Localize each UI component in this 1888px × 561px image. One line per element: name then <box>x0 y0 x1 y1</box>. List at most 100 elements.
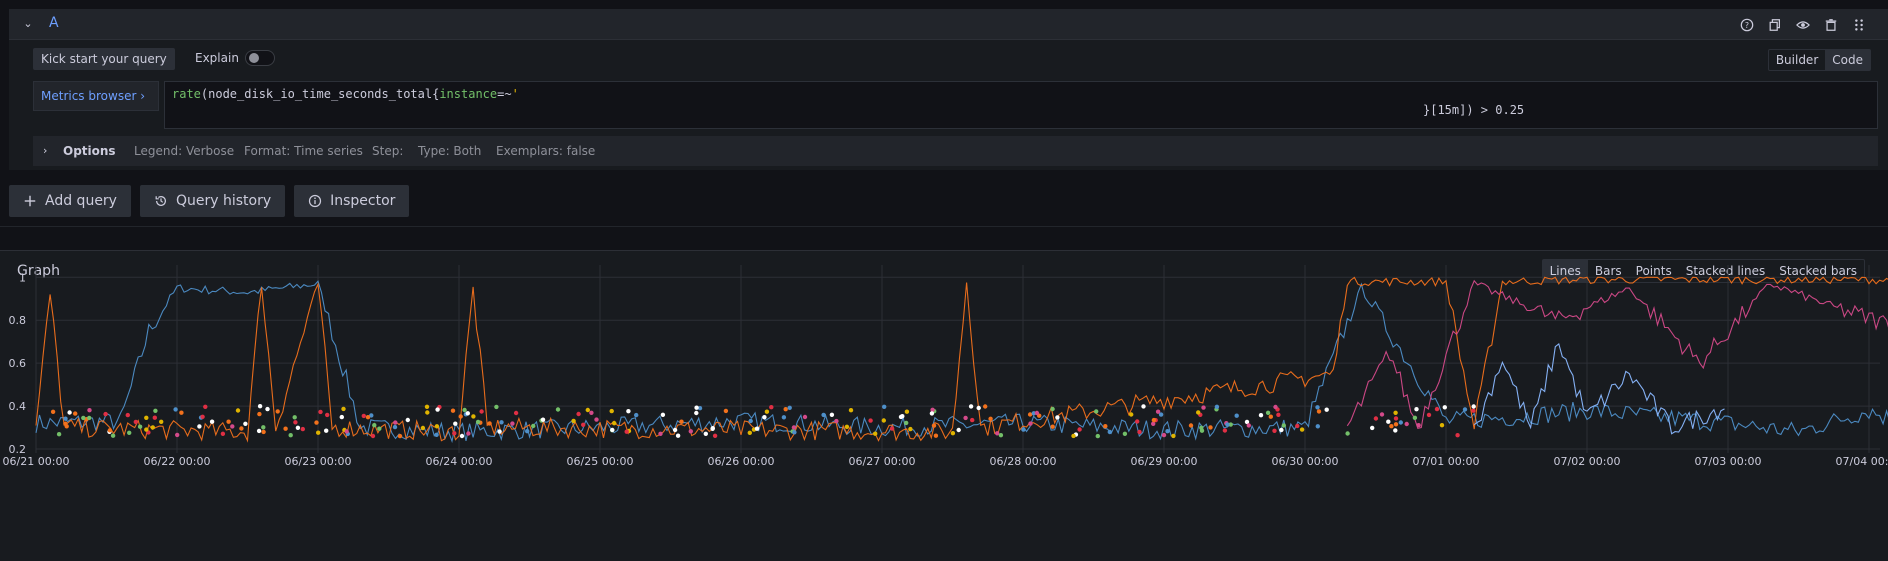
exemplar-point[interactable] <box>1107 429 1113 435</box>
exemplar-point[interactable] <box>235 408 241 413</box>
exemplar-point[interactable] <box>1050 424 1055 429</box>
help-icon[interactable]: ? <box>1738 16 1756 34</box>
exemplar-point[interactable] <box>314 420 319 425</box>
exemplar-point[interactable] <box>152 415 157 420</box>
trash-icon[interactable] <box>1822 16 1840 34</box>
exemplar-point[interactable] <box>203 404 208 409</box>
exemplar-point[interactable] <box>393 420 398 425</box>
exemplar-point[interactable] <box>1225 422 1230 427</box>
exemplar-point[interactable] <box>988 416 993 421</box>
exemplar-point[interactable] <box>153 408 158 413</box>
exemplar-point[interactable] <box>1122 431 1128 436</box>
exemplar-point[interactable] <box>998 433 1004 438</box>
exemplar-point[interactable] <box>50 409 56 414</box>
exemplar-point[interactable] <box>904 409 910 414</box>
exemplar-point[interactable] <box>1228 422 1233 427</box>
exemplar-point[interactable] <box>499 420 504 425</box>
query-name[interactable]: A <box>49 15 59 31</box>
graph-type-stacked-lines[interactable]: Stacked lines <box>1685 264 1766 278</box>
exemplar-point[interactable] <box>1077 427 1082 432</box>
exemplar-point[interactable] <box>300 426 305 432</box>
exemplar-point[interactable] <box>612 421 617 426</box>
exemplar-point[interactable] <box>63 421 68 426</box>
exemplar-point[interactable] <box>950 431 956 436</box>
kick-start-button[interactable]: Kick start your query <box>33 48 175 70</box>
exemplar-point[interactable] <box>1273 404 1278 410</box>
exemplar-point[interactable] <box>377 426 382 431</box>
exemplar-point[interactable] <box>672 427 678 433</box>
exemplar-point[interactable] <box>585 407 590 413</box>
exemplar-point[interactable] <box>87 408 92 413</box>
exemplar-point[interactable] <box>283 426 288 431</box>
exemplar-point[interactable] <box>220 431 226 436</box>
exemplar-point[interactable] <box>434 424 440 429</box>
graph-type-bars[interactable]: Bars <box>1594 264 1622 278</box>
exemplar-point[interactable] <box>173 407 178 412</box>
exemplar-point[interactable] <box>968 404 974 409</box>
exemplar-point[interactable] <box>510 421 515 426</box>
exemplar-point[interactable] <box>1021 427 1026 432</box>
exemplar-point[interactable] <box>256 428 262 434</box>
exemplar-point[interactable] <box>103 411 108 417</box>
exemplar-point[interactable] <box>976 405 981 411</box>
exemplar-point[interactable] <box>1208 425 1213 430</box>
exemplar-point[interactable] <box>494 404 499 410</box>
exemplar-point[interactable] <box>137 424 143 429</box>
exemplar-point[interactable] <box>929 411 935 416</box>
exemplar-point[interactable] <box>1272 428 1277 433</box>
exemplar-point[interactable] <box>261 429 266 435</box>
exemplar-point[interactable] <box>372 423 377 428</box>
exemplar-point[interactable] <box>594 417 599 422</box>
exemplar-point[interactable] <box>589 410 594 415</box>
exemplar-point[interactable] <box>365 415 371 420</box>
exemplar-point[interactable] <box>239 426 244 431</box>
exemplar-point[interactable] <box>1158 412 1164 417</box>
exemplar-point[interactable] <box>73 411 78 416</box>
inspector-button[interactable]: Inspector <box>294 185 410 217</box>
exemplar-point[interactable] <box>1129 412 1134 417</box>
exemplar-point[interactable] <box>1393 410 1398 415</box>
exemplar-point[interactable] <box>963 415 968 421</box>
exemplar-point[interactable] <box>466 431 471 436</box>
exemplar-point[interactable] <box>930 407 935 412</box>
exemplar-point[interactable] <box>1345 431 1350 436</box>
exemplar-point[interactable] <box>265 406 270 412</box>
exemplar-point[interactable] <box>1471 404 1476 409</box>
exemplar-point[interactable] <box>1222 428 1228 433</box>
exemplar-point[interactable] <box>462 407 467 413</box>
eye-icon[interactable] <box>1794 16 1812 34</box>
drag-handle-icon[interactable] <box>1850 16 1868 34</box>
exemplar-point[interactable] <box>471 414 476 419</box>
exemplar-point[interactable] <box>1137 429 1142 435</box>
exemplar-point[interactable] <box>624 429 629 434</box>
exemplar-point[interactable] <box>787 405 792 410</box>
exemplar-point[interactable] <box>688 429 693 434</box>
exemplar-point[interactable] <box>1398 420 1404 425</box>
exemplar-point[interactable] <box>1281 423 1287 428</box>
exemplar-point[interactable] <box>1471 408 1476 413</box>
exemplar-point[interactable] <box>397 433 403 439</box>
exemplar-point[interactable] <box>475 419 481 425</box>
exemplar-point[interactable] <box>844 424 850 429</box>
exemplar-point[interactable] <box>983 404 988 409</box>
exemplar-point[interactable] <box>1141 404 1146 409</box>
exemplar-point[interactable] <box>230 424 235 429</box>
exemplar-point[interactable] <box>87 415 92 421</box>
exemplar-point[interactable] <box>525 429 530 434</box>
exemplar-point[interactable] <box>144 415 149 420</box>
exemplar-point[interactable] <box>344 429 349 434</box>
exemplar-point[interactable] <box>200 414 205 419</box>
explain-toggle[interactable] <box>245 50 275 66</box>
exemplar-point[interactable] <box>626 409 631 414</box>
exemplar-point[interactable] <box>540 417 546 422</box>
exemplar-point[interactable] <box>288 433 293 438</box>
exemplar-point[interactable] <box>226 419 231 424</box>
exemplar-point[interactable] <box>81 415 86 421</box>
exemplar-point[interactable] <box>339 414 344 420</box>
exemplar-point[interactable] <box>1234 413 1239 418</box>
exemplar-point[interactable] <box>318 409 323 415</box>
exemplar-point[interactable] <box>125 412 130 418</box>
exemplar-point[interactable] <box>1201 405 1206 410</box>
exemplar-point[interactable] <box>1393 428 1398 433</box>
exemplar-point[interactable] <box>764 409 770 414</box>
